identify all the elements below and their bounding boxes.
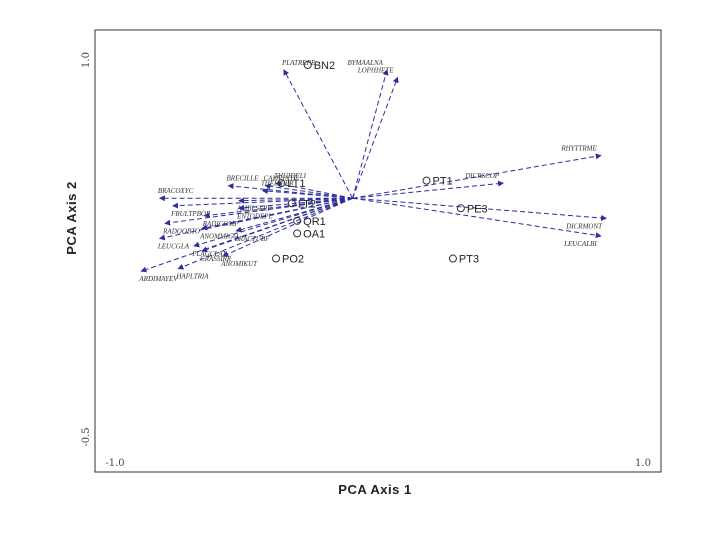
species-vector: BYMAALNA bbox=[348, 59, 389, 199]
species-vector-label: BRECILLE bbox=[227, 175, 260, 183]
species-vector: HAPLTRIA bbox=[175, 197, 353, 281]
species-vector: PLATREPE bbox=[281, 59, 354, 199]
species-vector-label: FRULTPBOR bbox=[170, 210, 211, 218]
species-vector-label: ARDIMAYEV bbox=[138, 275, 178, 283]
site-label: PT1 bbox=[433, 176, 453, 188]
site-label: QR1 bbox=[303, 216, 326, 228]
species-vector-label: AMBLSERP bbox=[236, 205, 272, 213]
plot-frame bbox=[94, 29, 662, 473]
x-tick-label: -1.0 bbox=[105, 458, 124, 469]
species-vector-label: BRACOXYC bbox=[158, 187, 194, 195]
site-marker bbox=[277, 179, 286, 188]
species-vector-arrow bbox=[172, 197, 353, 209]
site-point: PE3 bbox=[456, 203, 488, 215]
site-point: LT1 bbox=[277, 178, 305, 190]
species-vector: PLAGCLAT bbox=[191, 197, 353, 258]
species-vector: THUIDELI bbox=[274, 172, 353, 199]
species-vector-arrow bbox=[352, 180, 505, 199]
y-tick-label: -0.5 bbox=[81, 427, 92, 446]
species-vector-label: HAPLTRIA bbox=[175, 273, 209, 281]
species-vector: DICRSCOP bbox=[352, 172, 505, 199]
species-vector-arrow bbox=[158, 197, 353, 241]
site-point: PT1 bbox=[422, 176, 453, 188]
site-label: LT2 bbox=[298, 198, 316, 210]
species-vector: DICRMONT bbox=[352, 197, 608, 230]
species-vector: FRULTPBOR bbox=[170, 197, 353, 218]
species-vector-label: LEUCALBI bbox=[563, 240, 597, 248]
site-marker bbox=[303, 61, 312, 70]
site-marker bbox=[293, 229, 302, 238]
species-vector: BRACOXYC bbox=[158, 187, 353, 202]
site-label: PO2 bbox=[282, 254, 304, 266]
site-marker bbox=[456, 204, 465, 213]
y-tick-label: 1.0 bbox=[81, 52, 92, 68]
species-vector-label: PLAGCLAT bbox=[191, 250, 227, 258]
site-label: LT1 bbox=[287, 178, 305, 190]
species-vector: LEUCGLA bbox=[157, 197, 353, 250]
site-marker bbox=[422, 176, 431, 185]
species-vector-arrow bbox=[352, 69, 389, 199]
site-point: LT2 bbox=[287, 198, 316, 210]
y-axis-title: PCA Axis 2 bbox=[64, 181, 79, 254]
site-marker bbox=[287, 199, 296, 208]
species-vector-arrow bbox=[352, 197, 602, 239]
species-vector: ARDIMAYEV bbox=[138, 197, 353, 283]
x-tick-label: 1.0 bbox=[635, 458, 651, 469]
site-marker bbox=[272, 254, 281, 263]
site-point: PO2 bbox=[272, 254, 304, 266]
species-vector: LEUCALBI bbox=[352, 197, 602, 248]
species-vector: RADOOBTO bbox=[162, 197, 353, 235]
species-vector: CAMPINTE bbox=[263, 175, 353, 199]
site-marker bbox=[293, 216, 302, 225]
species-vector-arrow bbox=[352, 153, 602, 199]
species-vector-label: THUIDELI bbox=[274, 172, 307, 180]
species-vector-label: PLATREPE bbox=[281, 59, 316, 67]
species-vector-label: CRASSIRR bbox=[200, 255, 232, 263]
species-vector-label: LOPHHETE bbox=[357, 67, 395, 75]
species-vector-arrow bbox=[352, 76, 399, 199]
site-point: OA1 bbox=[293, 228, 325, 240]
species-vector-label: BYMAALNA bbox=[348, 59, 384, 67]
species-vector-label: ENTODEPL bbox=[236, 212, 272, 220]
x-axis-title: PCA Axis 1 bbox=[338, 482, 411, 497]
site-label: OA1 bbox=[303, 228, 325, 240]
species-vector-label: RHYTTRME bbox=[560, 145, 597, 153]
species-vector: ANOMIKUT bbox=[220, 197, 353, 268]
site-label: PT3 bbox=[459, 254, 479, 266]
species-vector: RHYTTRME bbox=[352, 145, 602, 199]
species-vector-arrow bbox=[275, 181, 353, 199]
species-vector-label: ANOMMIGO bbox=[199, 232, 238, 240]
site-point: PT3 bbox=[448, 254, 479, 266]
site-point: QR1 bbox=[293, 216, 326, 228]
species-vector-label: DICRSCOP bbox=[464, 172, 500, 180]
species-vector-arrow bbox=[261, 188, 353, 199]
species-vector-arrow bbox=[193, 197, 353, 248]
species-vector-arrow bbox=[352, 197, 608, 221]
species-vector-arrow bbox=[177, 197, 353, 270]
species-vector-label: DICRMONT bbox=[565, 222, 603, 230]
species-vector-label: RADICOMP bbox=[202, 220, 239, 228]
site-label: PE3 bbox=[467, 203, 488, 215]
site-label: BN2 bbox=[314, 60, 335, 72]
species-vector-arrow bbox=[264, 183, 353, 199]
site-marker bbox=[448, 254, 457, 263]
axis-tick-labels: -1.0 1.0 1.0 -0.5 bbox=[81, 52, 651, 469]
species-vector-label: ANOMIKUT bbox=[220, 260, 258, 268]
species-vector-arrow bbox=[283, 69, 354, 199]
site-point: BN2 bbox=[303, 60, 335, 72]
species-vector-label: CAMPINTE bbox=[263, 175, 298, 183]
species-vector: LOPHHETE bbox=[352, 67, 399, 199]
species-vector-label: RADOOBTO bbox=[162, 227, 200, 235]
species-vector-arrow bbox=[140, 197, 353, 273]
species-vector: THEIAPPR bbox=[261, 180, 353, 199]
species-vector-label: LEUCGLA bbox=[157, 242, 190, 250]
